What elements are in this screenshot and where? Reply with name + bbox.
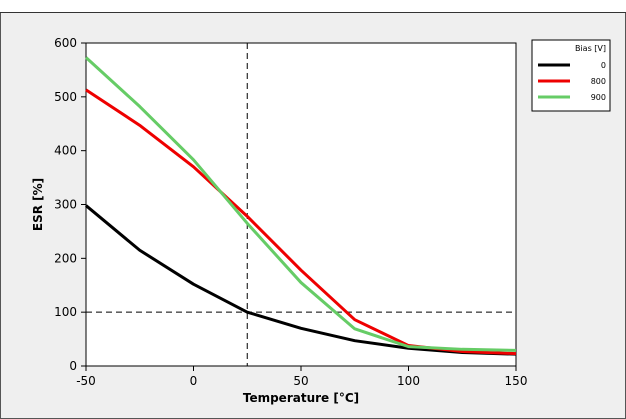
y-tick-label: 300 bbox=[54, 198, 77, 212]
series-line-900 bbox=[84, 56, 517, 352]
legend-box bbox=[531, 39, 611, 112]
y-tick-label: 500 bbox=[54, 90, 77, 104]
x-axis-title: Temperature [°C] bbox=[243, 391, 359, 405]
y-tick-label: 600 bbox=[54, 36, 77, 50]
legend-title: Bias [V] bbox=[575, 44, 606, 53]
y-tick-label: 0 bbox=[69, 359, 77, 373]
plot-area bbox=[85, 42, 517, 367]
legend: Bias [V] 0 800 900 bbox=[531, 39, 611, 112]
y-tick-label: 200 bbox=[54, 251, 77, 265]
x-tick-label: 150 bbox=[505, 374, 528, 388]
header-strip bbox=[0, 0, 626, 13]
x-tick-label: -50 bbox=[76, 374, 96, 388]
x-tick-label: 100 bbox=[397, 374, 420, 388]
legend-label: 800 bbox=[591, 77, 606, 86]
x-tick-label: 0 bbox=[190, 374, 198, 388]
legend-label: 900 bbox=[591, 93, 606, 102]
legend-label: 0 bbox=[601, 61, 606, 70]
series-line-0 bbox=[85, 204, 517, 356]
y-tick-label: 100 bbox=[54, 305, 77, 319]
y-axis-title: ESR [%] bbox=[31, 178, 45, 231]
x-tick-label: 50 bbox=[293, 374, 308, 388]
y-tick-label: 400 bbox=[54, 144, 77, 158]
